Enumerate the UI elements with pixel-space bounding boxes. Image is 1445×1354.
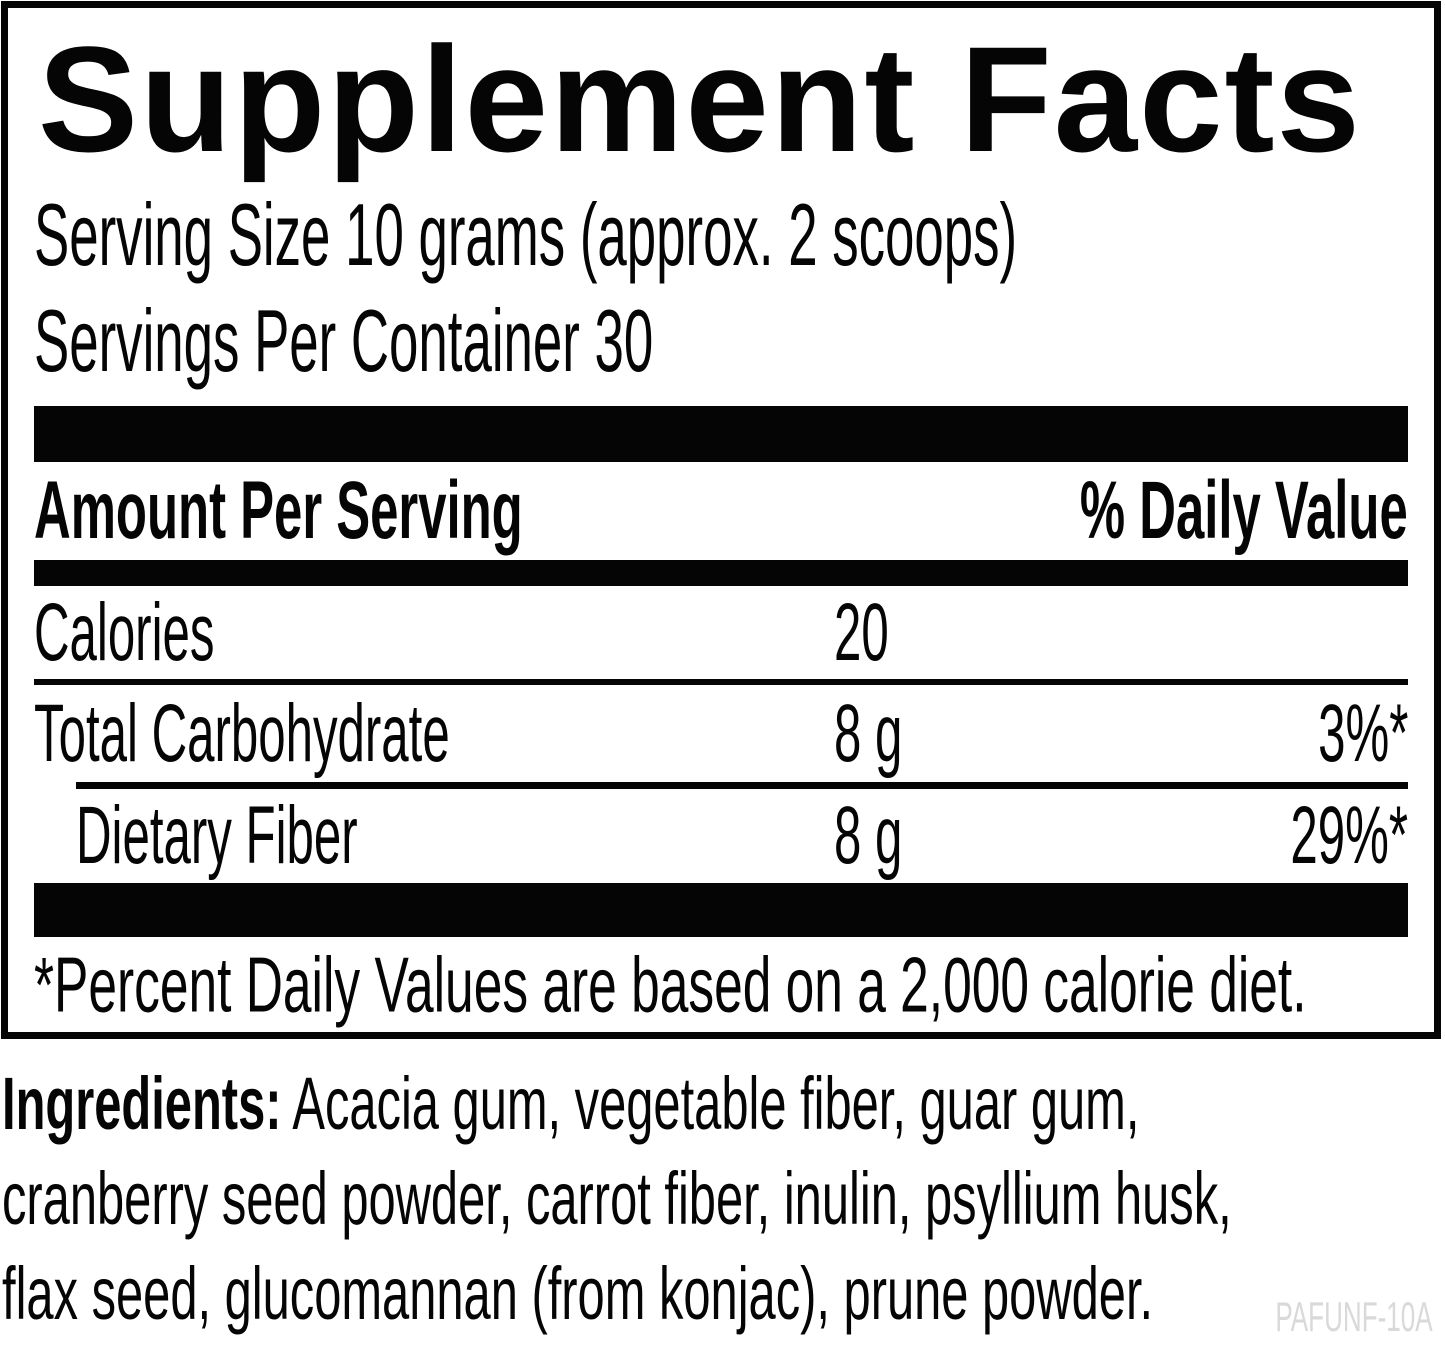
serving-size: Serving Size 10 grams (approx. 2 scoops): [34, 185, 1018, 284]
supplement-facts-panel: Supplement Facts Serving Size 10 grams (…: [1, 1, 1441, 1039]
separator-bar-header: [34, 560, 1408, 586]
nutrient-row-total-carbohydrate: Total Carbohydrate 8 g 3%*: [34, 685, 1408, 782]
row-divider: [34, 679, 1408, 685]
row-divider-indented: [76, 782, 1408, 789]
ingredients-line-2: cranberry seed powder, carrot fiber, inu…: [2, 1157, 1232, 1240]
nutrient-dv: 3%*: [1317, 687, 1408, 779]
separator-bar-top: [34, 406, 1408, 462]
ingredients-label: Ingredients:: [2, 1062, 282, 1145]
daily-value-label: % Daily Value: [1080, 465, 1408, 556]
ingredients-paragraph: Ingredients: Acacia gum, vegetable fiber…: [2, 1056, 1445, 1341]
nutrient-amount: 8 g: [834, 687, 903, 779]
nutrient-amount: 20: [834, 586, 889, 678]
nutrient-name: Dietary Fiber: [76, 790, 358, 881]
nutrient-dv: 29%*: [1290, 790, 1408, 881]
footnote-row: *Percent Daily Values are based on a 2,0…: [34, 937, 1408, 1032]
nutrient-name: Total Carbohydrate: [34, 687, 450, 779]
serving-info: Serving Size 10 grams (approx. 2 scoops)…: [34, 182, 1408, 394]
product-code: PAFUNF-10A: [1275, 1293, 1433, 1340]
amount-per-serving-label: Amount Per Serving: [34, 465, 523, 556]
separator-bar-bottom: [34, 883, 1408, 937]
daily-value-footnote: *Percent Daily Values are based on a 2,0…: [34, 940, 1307, 1028]
panel-title: Supplement Facts: [38, 15, 1362, 183]
ingredients-line-1: Ingredients: Acacia gum, vegetable fiber…: [2, 1056, 1232, 1151]
nutrient-amount: 8 g: [834, 790, 903, 881]
nutrient-name: Calories: [34, 586, 215, 678]
ingredients-line-1-text: Acacia gum, vegetable fiber, guar gum,: [281, 1062, 1140, 1145]
ingredients-line-3: flax seed, glucomannan (from konjac), pr…: [2, 1252, 1154, 1335]
servings-per-container: Servings Per Container 30: [34, 291, 654, 390]
nutrient-row-dietary-fiber: Dietary Fiber 8 g 29%*: [34, 789, 1408, 883]
column-header-row: Amount Per Serving % Daily Value: [34, 462, 1408, 560]
nutrient-row-calories: Calories 20: [34, 586, 1408, 679]
